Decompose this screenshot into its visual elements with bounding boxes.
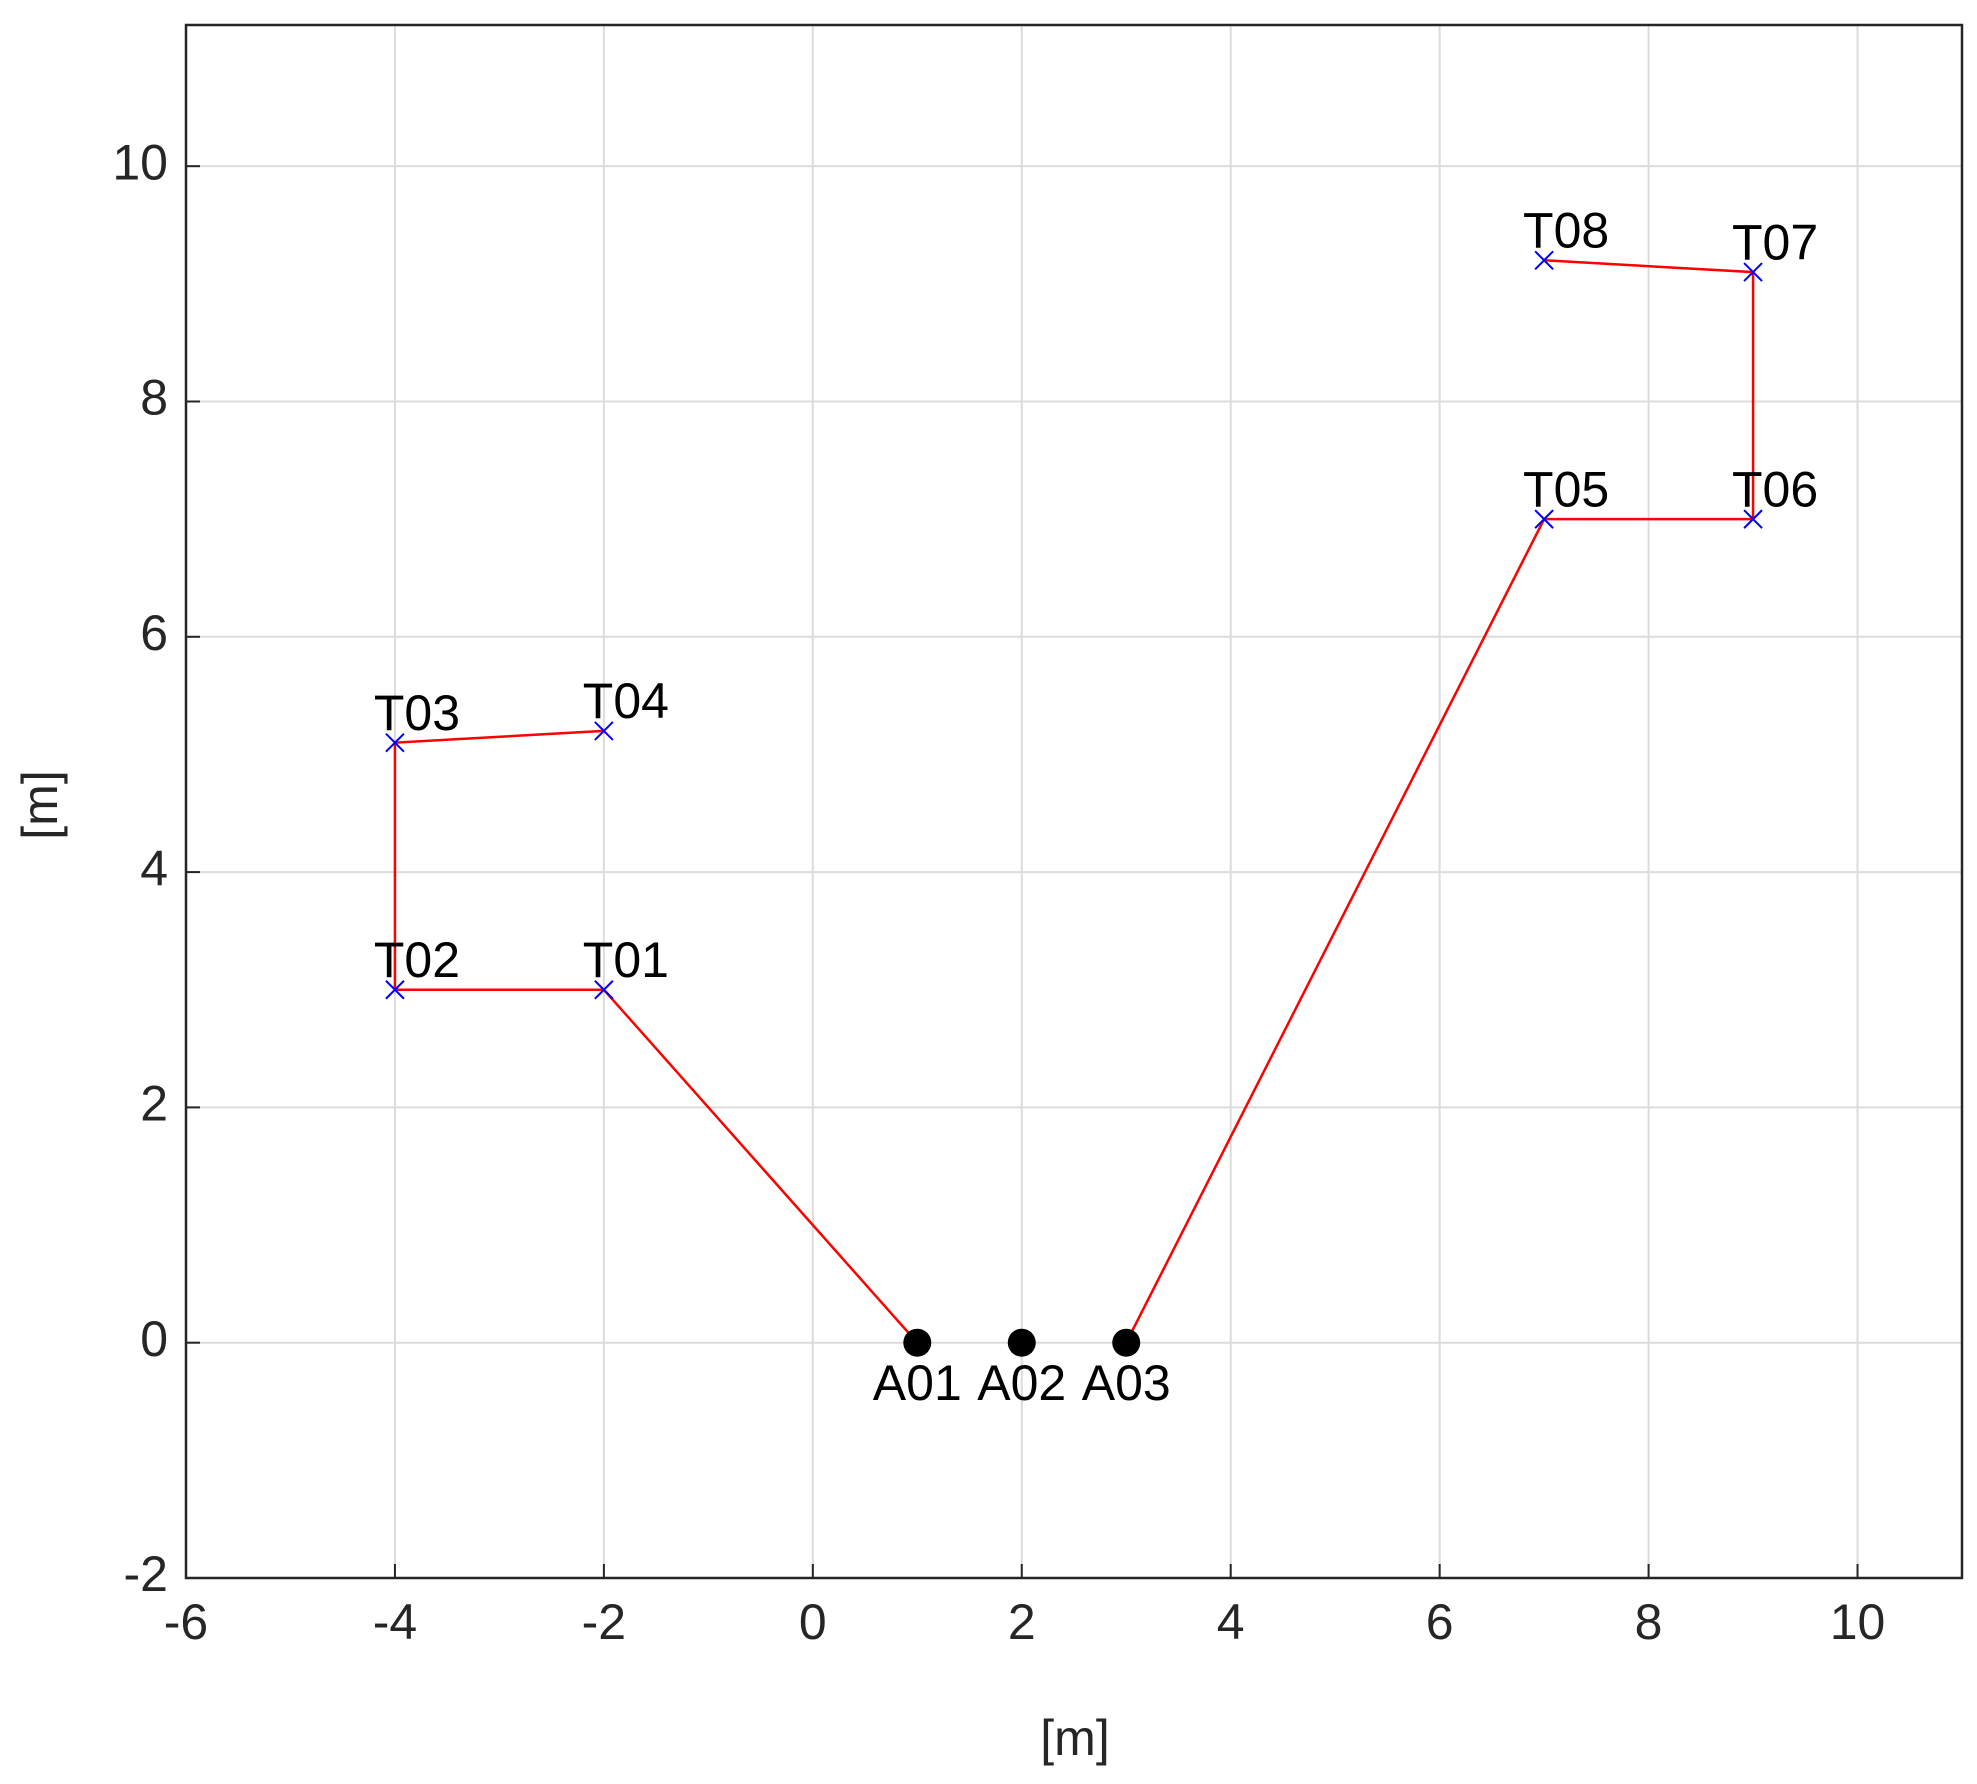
anchor-label: A02: [977, 1355, 1066, 1411]
x-tick-label: 2: [1008, 1594, 1036, 1650]
tag-marker: [1743, 262, 1763, 282]
tag-label: T03: [374, 685, 460, 741]
x-tick-label: 0: [799, 1594, 827, 1650]
tag-label: T08: [1523, 203, 1609, 259]
tag-label: T06: [1732, 461, 1818, 517]
x-tick-label: -6: [164, 1594, 208, 1650]
y-tick-label: 8: [140, 370, 168, 426]
tag-label: T07: [1732, 214, 1818, 270]
y-tick-label: 10: [112, 134, 168, 190]
anchor-label: A01: [873, 1355, 962, 1411]
x-tick-label: 4: [1217, 1594, 1245, 1650]
tag-marker: [385, 732, 405, 753]
tag-label: T01: [583, 932, 669, 988]
y-tick-label: -2: [124, 1546, 168, 1602]
tag-marker: [594, 980, 614, 1000]
tag-marker: [1743, 509, 1763, 529]
anchor-point: [1112, 1328, 1141, 1357]
x-tick-label: 8: [1635, 1594, 1663, 1650]
anchor-label: A03: [1082, 1355, 1171, 1411]
y-tick-label: 2: [140, 1076, 168, 1132]
tag-label: T05: [1523, 461, 1609, 517]
x-tick-label: 6: [1426, 1594, 1454, 1650]
plot-area: [186, 25, 1962, 1578]
tag-label: T02: [374, 932, 460, 988]
tag-marker: [1534, 509, 1554, 529]
y-tick-label: 0: [140, 1311, 168, 1367]
tag-marker: [594, 721, 614, 741]
tag-marker: [1534, 250, 1554, 271]
x-tick-label: -2: [582, 1594, 626, 1650]
tag-label: T04: [583, 673, 669, 729]
y-tick-label: 4: [140, 840, 168, 896]
anchor-point: [1007, 1328, 1036, 1357]
x-axis-label: [m]: [1040, 1710, 1109, 1766]
plot-frame: [184, 23, 1964, 1580]
x-tick-label: -4: [373, 1594, 417, 1650]
y-axis-label: [m]: [12, 770, 68, 839]
x-tick-label: 10: [1830, 1594, 1886, 1650]
y-tick-label: 6: [140, 605, 168, 661]
tag-marker: [385, 980, 405, 1000]
anchor-point: [903, 1328, 932, 1357]
